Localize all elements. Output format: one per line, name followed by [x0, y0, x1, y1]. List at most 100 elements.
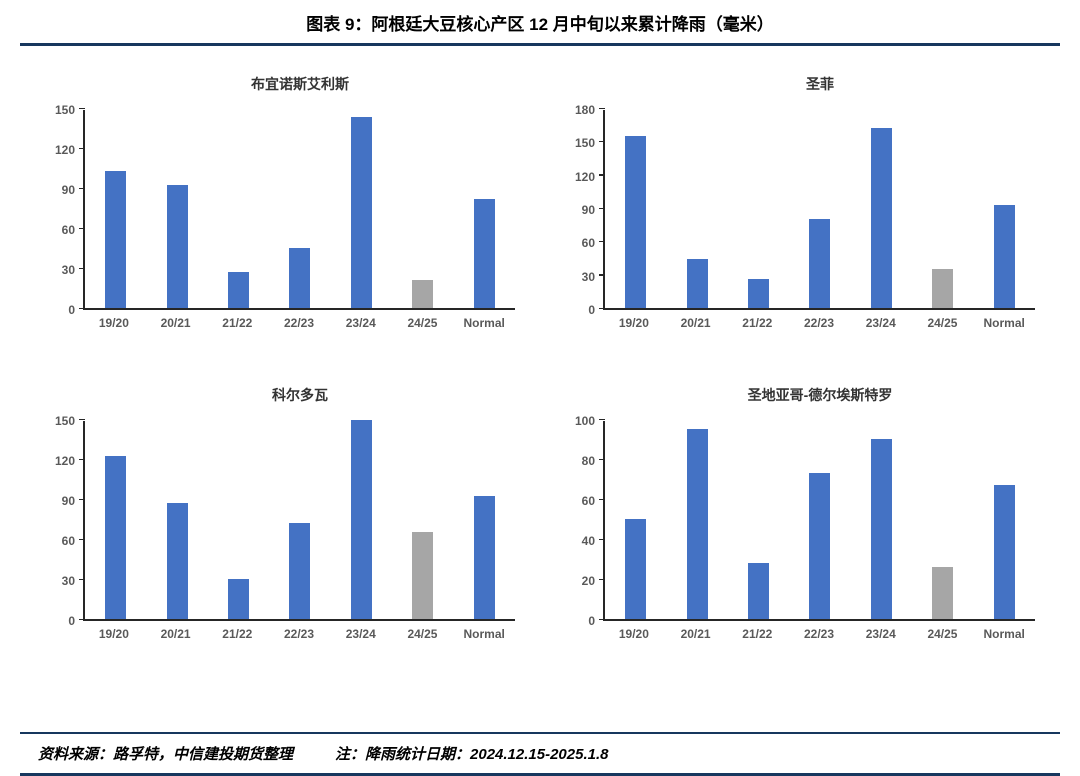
y-tick-mark [79, 267, 85, 269]
bar-22-23 [289, 248, 311, 308]
x-tick-label: 22/23 [804, 627, 835, 641]
bar-column [392, 421, 453, 619]
y-tick-label: 60 [61, 534, 75, 548]
footer-text-row: 资料来源：路孚特，中信建投期货整理 注：降雨统计日期：2024.12.15-20… [0, 734, 1080, 773]
bar-column [146, 421, 207, 619]
plot-area [599, 418, 1035, 621]
x-tick-label: 20/21 [160, 316, 191, 330]
y-tick-label: 40 [581, 534, 595, 548]
x-tick-label: 21/22 [222, 627, 253, 641]
plot-wrap: 0 30 60 90 120 150 [45, 414, 515, 628]
y-tick-mark [599, 207, 605, 209]
y-tick-mark [599, 174, 605, 176]
x-tick-label: 23/24 [345, 627, 376, 641]
x-tick-label: Normal [463, 627, 505, 641]
y-tick-label: 150 [54, 103, 75, 117]
y-tick-label: 30 [581, 269, 595, 284]
plot-wrap: 0 20 40 60 80 100 [565, 414, 1035, 628]
x-axis-spacer [45, 316, 83, 330]
y-tick-mark [79, 418, 85, 420]
y-tick-mark [599, 538, 605, 540]
footer-top-divider [20, 732, 1060, 734]
x-tick-label: 24/25 [927, 627, 958, 641]
y-tick-label: 120 [54, 143, 75, 157]
bar-normal [993, 204, 1015, 308]
bar-column [912, 421, 973, 619]
y-tick-label: 0 [68, 303, 75, 317]
bar-21-22 [228, 579, 250, 619]
bar-column [208, 110, 269, 308]
bar-22-23 [809, 219, 831, 308]
y-tick-label: 150 [54, 414, 75, 428]
bar-22-23 [289, 523, 311, 619]
plot-area [599, 107, 1035, 310]
bar-normal [993, 485, 1015, 619]
bar-23-24 [870, 439, 892, 619]
x-tick-label: 20/21 [160, 627, 191, 641]
plot-area [79, 107, 515, 310]
x-tick-label: 19/20 [98, 316, 129, 330]
x-axis-labels: 19/20 20/21 21/22 22/23 23/24 24/25 Normal [45, 316, 515, 330]
x-tick-label: 21/22 [222, 316, 253, 330]
bar-column [851, 110, 912, 308]
bar-column [454, 110, 515, 308]
bar-column [912, 110, 973, 308]
x-tick-label: 21/22 [742, 316, 773, 330]
x-axis-labels: 19/20 20/21 21/22 22/23 23/24 24/25 Normal [565, 627, 1035, 641]
y-tick-mark [599, 458, 605, 460]
bar-normal [473, 198, 495, 308]
x-tick-label: 20/21 [680, 316, 711, 330]
y-tick-label: 90 [581, 203, 595, 217]
x-tick-label: 19/20 [618, 316, 649, 330]
y-tick-mark [599, 618, 605, 620]
bottom-divider [20, 773, 1060, 776]
bar-column [269, 110, 330, 308]
y-tick-mark [79, 498, 85, 500]
bar-column [392, 110, 453, 308]
y-tick-label: 20 [581, 574, 595, 588]
bar-19-20 [105, 170, 127, 308]
y-tick-mark [599, 418, 605, 420]
x-tick-label: Normal [463, 316, 505, 330]
x-tick-label: 24/25 [407, 316, 438, 330]
charts-grid: 布宜诺斯艾利斯 0 30 60 90 120 150 19/20 20/21 21/22 22/… [0, 46, 1080, 732]
bar-column [789, 110, 850, 308]
bar-column [974, 421, 1035, 619]
chart-santiago-del-estero: 圣地亚哥-德尔埃斯特罗 0 20 40 60 80 100 19/20 20/21 21/22… [565, 385, 1035, 641]
bar-normal [473, 496, 495, 619]
x-axis-spacer [565, 316, 603, 330]
y-tick-mark [599, 240, 605, 243]
y-tick-label: 0 [588, 614, 595, 628]
bar-20-21 [686, 259, 708, 308]
y-tick-label: 30 [61, 574, 75, 588]
bar-19-20 [625, 135, 647, 308]
x-tick-label: 21/22 [742, 627, 773, 641]
bar-24-25 [412, 280, 434, 308]
bar-20-21 [166, 503, 188, 619]
y-tick-mark [79, 107, 85, 109]
plot-wrap: 0 30 60 90 120 150 [45, 103, 515, 317]
y-tick-mark [79, 578, 85, 580]
bar-20-21 [686, 429, 708, 619]
y-tick-mark [599, 578, 605, 580]
plot-wrap: 0 30 60 90 120 150 180 [565, 103, 1035, 317]
y-tick-mark [79, 538, 85, 540]
bar-column [728, 110, 789, 308]
y-tick-label: 120 [54, 454, 75, 468]
y-tick-label: 0 [68, 614, 75, 628]
x-axis-labels: 19/20 20/21 21/22 22/23 23/24 24/25 Normal [45, 627, 515, 641]
bar-column [666, 110, 727, 308]
plot-area [79, 418, 515, 621]
bar-20-21 [166, 185, 188, 308]
bar-column [789, 421, 850, 619]
y-tick-label: 90 [61, 494, 75, 508]
bar-column [605, 110, 666, 308]
bar-23-24 [870, 128, 892, 308]
y-tick-mark [79, 147, 85, 149]
x-tick-label: 23/24 [345, 316, 376, 330]
bar-24-25 [932, 567, 954, 619]
x-tick-label: 24/25 [927, 316, 958, 330]
chart-title: 科尔多瓦 [272, 387, 328, 403]
x-tick-label: 19/20 [98, 627, 129, 641]
bar-23-24 [350, 420, 372, 619]
